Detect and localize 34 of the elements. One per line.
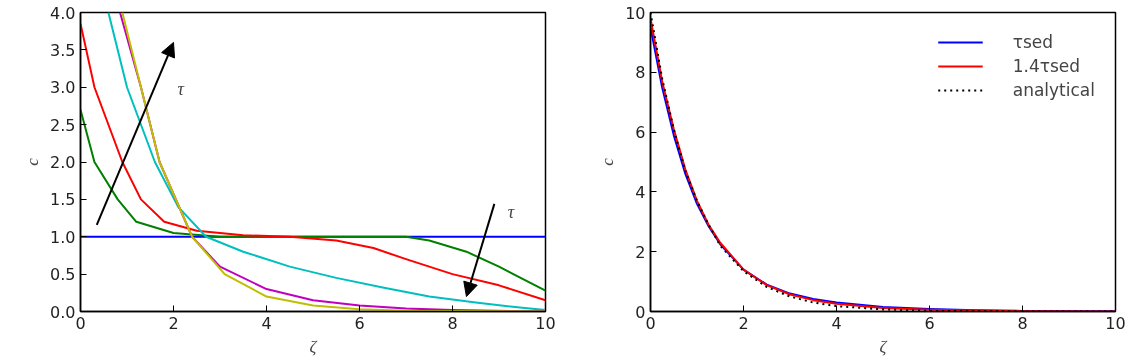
- annotation: τ: [177, 79, 185, 100]
- y-tick-label: 0.5: [50, 265, 76, 285]
- x-axis-title: ζ: [879, 336, 888, 356]
- y-tick-label: 4.0: [50, 3, 76, 23]
- x-tick-label: 8: [447, 313, 458, 333]
- legend-label: τsed: [1012, 32, 1054, 52]
- y-tick-label: 4: [635, 182, 646, 202]
- y-tick-label: 2: [635, 242, 646, 262]
- y-tick-label: 3.0: [50, 78, 76, 98]
- x-tick-label: 4: [831, 313, 842, 333]
- y-tick-label: 3.5: [50, 40, 76, 60]
- y-tick-label: 6: [635, 123, 646, 143]
- x-tick-label: 4: [261, 313, 272, 333]
- line-series: [80, 108, 546, 292]
- legend-label: 1.4τsed: [1012, 56, 1081, 76]
- x-tick-label: 6: [924, 313, 935, 333]
- x-tick-label: 8: [1017, 313, 1028, 333]
- y-tick-label: 2.5: [50, 115, 76, 135]
- y-tick-label: 0.0: [50, 302, 76, 322]
- y-tick-label: 2.0: [50, 153, 76, 172]
- x-tick-label: 2: [168, 313, 179, 333]
- annotation: τ: [507, 201, 515, 222]
- legend-label: analytical: [1012, 80, 1095, 100]
- y-tick-label: 8: [635, 63, 646, 83]
- y-tick-label: 1.5: [50, 190, 76, 210]
- x-tick-label: 10: [1105, 313, 1126, 333]
- x-axis-title: ζ: [309, 336, 318, 356]
- y-axis-title: c: [598, 157, 618, 166]
- x-tick-label: 6: [354, 313, 365, 333]
- x-tick-label: 10: [535, 313, 556, 333]
- y-tick-label: 1.0: [50, 227, 76, 247]
- y-tick-label: 10: [625, 3, 646, 23]
- x-tick-label: 2: [738, 313, 749, 333]
- y-axis-title: c: [23, 157, 43, 166]
